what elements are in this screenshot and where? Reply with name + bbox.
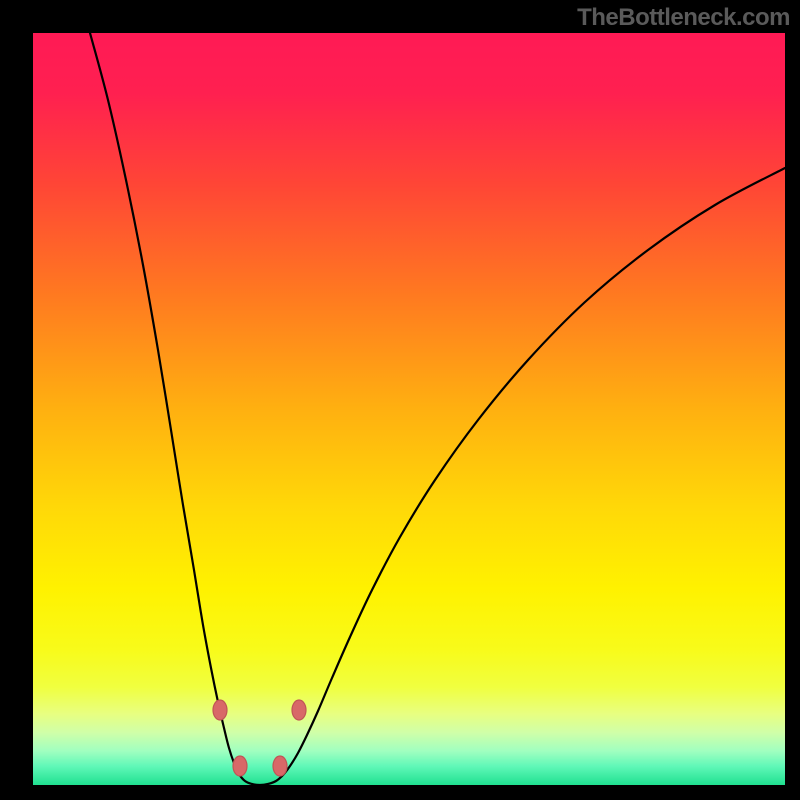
marker-dot bbox=[213, 700, 227, 720]
chart-canvas: TheBottleneck.com bbox=[0, 0, 800, 800]
plot-area bbox=[33, 33, 785, 785]
marker-dot bbox=[273, 756, 287, 776]
marker-dot bbox=[233, 756, 247, 776]
watermark-text: TheBottleneck.com bbox=[577, 4, 790, 32]
marker-dot bbox=[292, 700, 306, 720]
bottleneck-chart bbox=[0, 0, 800, 800]
